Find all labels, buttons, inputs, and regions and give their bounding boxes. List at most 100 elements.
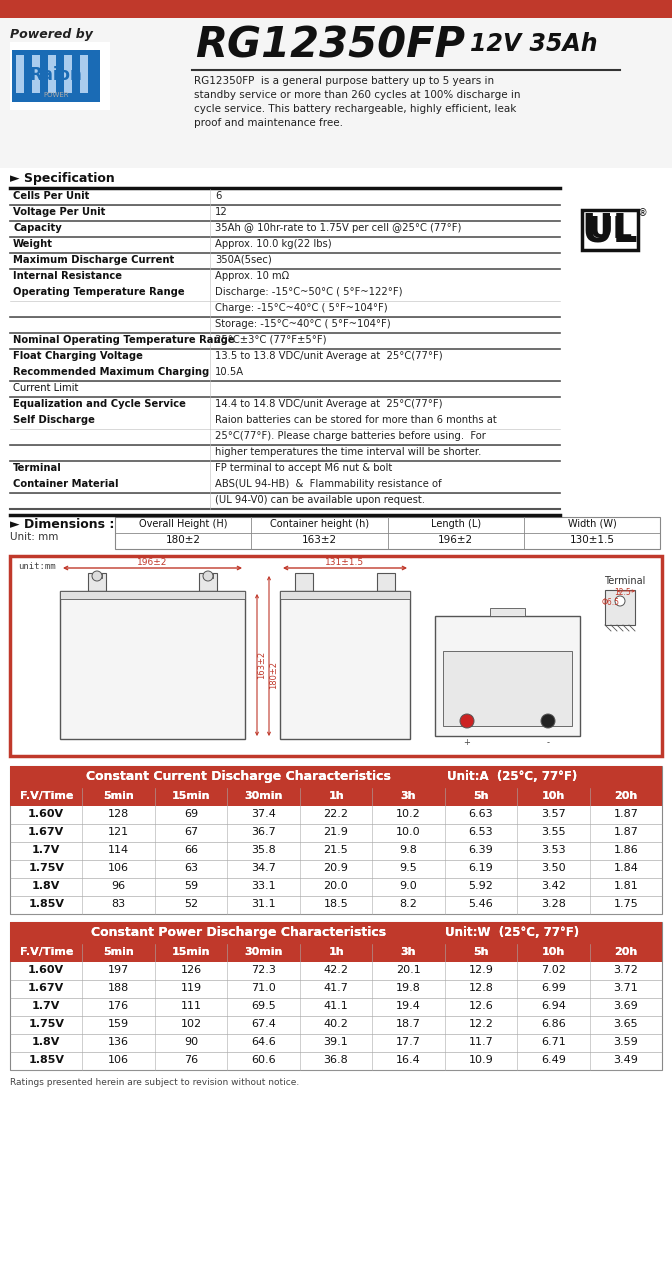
Text: 42.2: 42.2	[323, 965, 349, 975]
Text: 5.92: 5.92	[468, 881, 493, 891]
Text: 12.5: 12.5	[614, 588, 631, 596]
Text: 12.9: 12.9	[468, 965, 493, 975]
Text: 6.39: 6.39	[468, 845, 493, 855]
Text: Current Limit: Current Limit	[13, 383, 79, 393]
Text: 128: 128	[108, 809, 129, 819]
Text: 36.7: 36.7	[251, 827, 276, 837]
Circle shape	[541, 714, 555, 728]
Text: 20h: 20h	[614, 947, 638, 957]
Text: 71.0: 71.0	[251, 983, 276, 993]
Text: (UL 94-V0) can be available upon request.: (UL 94-V0) can be available upon request…	[215, 495, 425, 506]
Text: 19.4: 19.4	[396, 1001, 421, 1011]
Bar	[10, 765, 662, 788]
Text: 83: 83	[112, 899, 126, 909]
Text: 30min: 30min	[245, 791, 283, 801]
Text: Unit:W  (25°C, 77°F): Unit:W (25°C, 77°F)	[445, 925, 579, 940]
Text: 350A(5sec): 350A(5sec)	[215, 255, 271, 265]
Text: 5min: 5min	[103, 791, 134, 801]
Text: 21.5: 21.5	[324, 845, 348, 855]
Bar	[60, 591, 245, 739]
Text: 114: 114	[108, 845, 129, 855]
Bar	[115, 517, 660, 532]
Text: 1.60V: 1.60V	[28, 809, 65, 819]
Text: Raion: Raion	[30, 67, 83, 84]
Text: 3h: 3h	[401, 791, 416, 801]
Text: Charge: -15°C~40°C ( 5°F~104°F): Charge: -15°C~40°C ( 5°F~104°F)	[215, 303, 388, 314]
Text: Width (W): Width (W)	[567, 518, 616, 529]
Bar	[490, 608, 525, 616]
Text: 163±2: 163±2	[302, 535, 337, 545]
Text: Powered by: Powered by	[10, 28, 93, 41]
Bar	[10, 945, 662, 963]
Text: 13.5 to 13.8 VDC/unit Average at  25°C(77°F): 13.5 to 13.8 VDC/unit Average at 25°C(77…	[215, 351, 443, 361]
Text: Length (L): Length (L)	[431, 518, 480, 529]
Text: Cells Per Unit: Cells Per Unit	[13, 191, 89, 201]
Bar	[10, 42, 110, 110]
Text: 6.71: 6.71	[541, 1037, 566, 1047]
Circle shape	[203, 571, 213, 581]
Text: 36.8: 36.8	[324, 1055, 348, 1065]
Bar	[10, 1034, 662, 1052]
Text: 76: 76	[184, 1055, 198, 1065]
Text: 1.8V: 1.8V	[32, 1037, 60, 1047]
Text: 10.5A: 10.5A	[215, 367, 244, 378]
Text: Unit: mm: Unit: mm	[10, 532, 58, 541]
Text: higher temperatures the time interval will be shorter.: higher temperatures the time interval wi…	[215, 447, 481, 457]
Bar	[60, 591, 245, 599]
Text: 20.1: 20.1	[396, 965, 421, 975]
Text: 3.59: 3.59	[614, 1037, 638, 1047]
Text: Nominal Operating Temperature Range: Nominal Operating Temperature Range	[13, 335, 235, 346]
Text: 34.7: 34.7	[251, 863, 276, 873]
Bar	[64, 55, 72, 93]
Text: 18.5: 18.5	[324, 899, 348, 909]
Text: 30min: 30min	[245, 947, 283, 957]
Text: 5h: 5h	[473, 791, 489, 801]
Text: ► Dimensions :: ► Dimensions :	[10, 518, 114, 531]
Bar	[115, 517, 660, 549]
Bar	[10, 860, 662, 878]
Text: Maximum Discharge Current: Maximum Discharge Current	[13, 255, 174, 265]
Bar	[12, 50, 100, 102]
Text: 11.7: 11.7	[468, 1037, 493, 1047]
Text: 30min: 30min	[245, 791, 283, 801]
Text: 3h: 3h	[401, 791, 416, 801]
Text: 6.19: 6.19	[468, 863, 493, 873]
Text: Container height (h): Container height (h)	[270, 518, 369, 529]
Text: 12.8: 12.8	[468, 983, 493, 993]
Bar	[10, 806, 662, 824]
Text: cycle service. This battery rechargeable, highly efficient, leak: cycle service. This battery rechargeable…	[194, 104, 516, 114]
Bar	[10, 765, 662, 914]
Text: 90: 90	[184, 1037, 198, 1047]
Bar	[10, 765, 662, 788]
Text: 10.9: 10.9	[468, 1055, 493, 1065]
Bar	[10, 896, 662, 914]
Bar	[10, 1052, 662, 1070]
Bar	[80, 55, 88, 93]
Text: Self Discharge: Self Discharge	[13, 415, 95, 425]
Bar	[10, 980, 662, 998]
Bar	[280, 591, 410, 599]
Bar	[10, 922, 662, 1070]
Text: 1.60V: 1.60V	[28, 965, 65, 975]
Bar	[10, 824, 662, 842]
Text: F.V/Time: F.V/Time	[19, 947, 73, 957]
Bar	[10, 788, 662, 806]
Text: 72.3: 72.3	[251, 965, 276, 975]
Text: 33.1: 33.1	[251, 881, 276, 891]
Text: 10h: 10h	[542, 791, 565, 801]
Text: Unit:W  (25°C, 77°F): Unit:W (25°C, 77°F)	[445, 925, 579, 940]
Text: Voltage Per Unit: Voltage Per Unit	[13, 207, 106, 218]
Text: 9.8: 9.8	[400, 845, 417, 855]
Text: 67: 67	[184, 827, 198, 837]
Text: 63: 63	[184, 863, 198, 873]
Text: 16.4: 16.4	[396, 1055, 421, 1065]
Text: Approx. 10.0 kg(22 lbs): Approx. 10.0 kg(22 lbs)	[215, 239, 331, 250]
Bar	[10, 922, 662, 945]
Text: 1.87: 1.87	[614, 827, 638, 837]
Text: 52: 52	[184, 899, 198, 909]
Text: 3.50: 3.50	[541, 863, 566, 873]
Bar	[295, 573, 313, 591]
Bar	[0, 18, 672, 168]
Text: 5min: 5min	[103, 791, 134, 801]
Text: 111: 111	[181, 1001, 202, 1011]
